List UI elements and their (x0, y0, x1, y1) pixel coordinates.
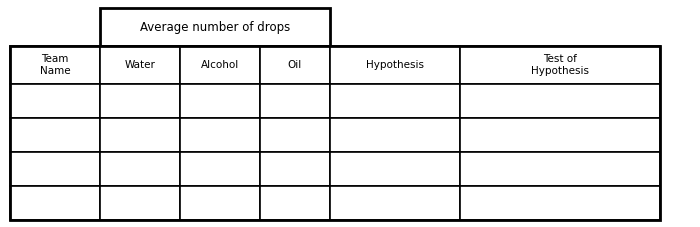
Bar (180, 46, 260, 84)
Text: Hypothesis: Hypothesis (366, 60, 424, 70)
Text: Team
Name: Team Name (40, 54, 70, 76)
Bar (10, 46, 660, 220)
Text: Water: Water (125, 60, 155, 70)
Bar (260, 46, 330, 84)
Bar (460, 152, 660, 186)
Bar (260, 186, 330, 220)
Bar (260, 84, 330, 118)
Bar (330, 152, 460, 186)
Bar (100, 8, 330, 46)
Bar (330, 84, 460, 118)
Bar (100, 84, 180, 118)
Bar (460, 118, 660, 152)
Text: Test of
Hypothesis: Test of Hypothesis (531, 54, 589, 76)
Bar (100, 186, 180, 220)
Bar (10, 46, 100, 84)
Bar (260, 118, 330, 152)
Bar (10, 186, 100, 220)
Bar (180, 84, 260, 118)
Bar (10, 84, 100, 118)
Bar (100, 152, 180, 186)
Bar (460, 46, 660, 84)
Bar (180, 186, 260, 220)
Bar (10, 118, 100, 152)
Text: Average number of drops: Average number of drops (140, 20, 290, 34)
Bar (330, 186, 460, 220)
Bar (260, 152, 330, 186)
Bar (460, 84, 660, 118)
Bar (10, 152, 100, 186)
Bar (460, 186, 660, 220)
Bar (180, 152, 260, 186)
Bar (180, 118, 260, 152)
Bar (330, 46, 460, 84)
Bar (100, 46, 180, 84)
Bar (100, 118, 180, 152)
Bar (330, 118, 460, 152)
Text: Alcohol: Alcohol (201, 60, 239, 70)
Text: Oil: Oil (288, 60, 302, 70)
